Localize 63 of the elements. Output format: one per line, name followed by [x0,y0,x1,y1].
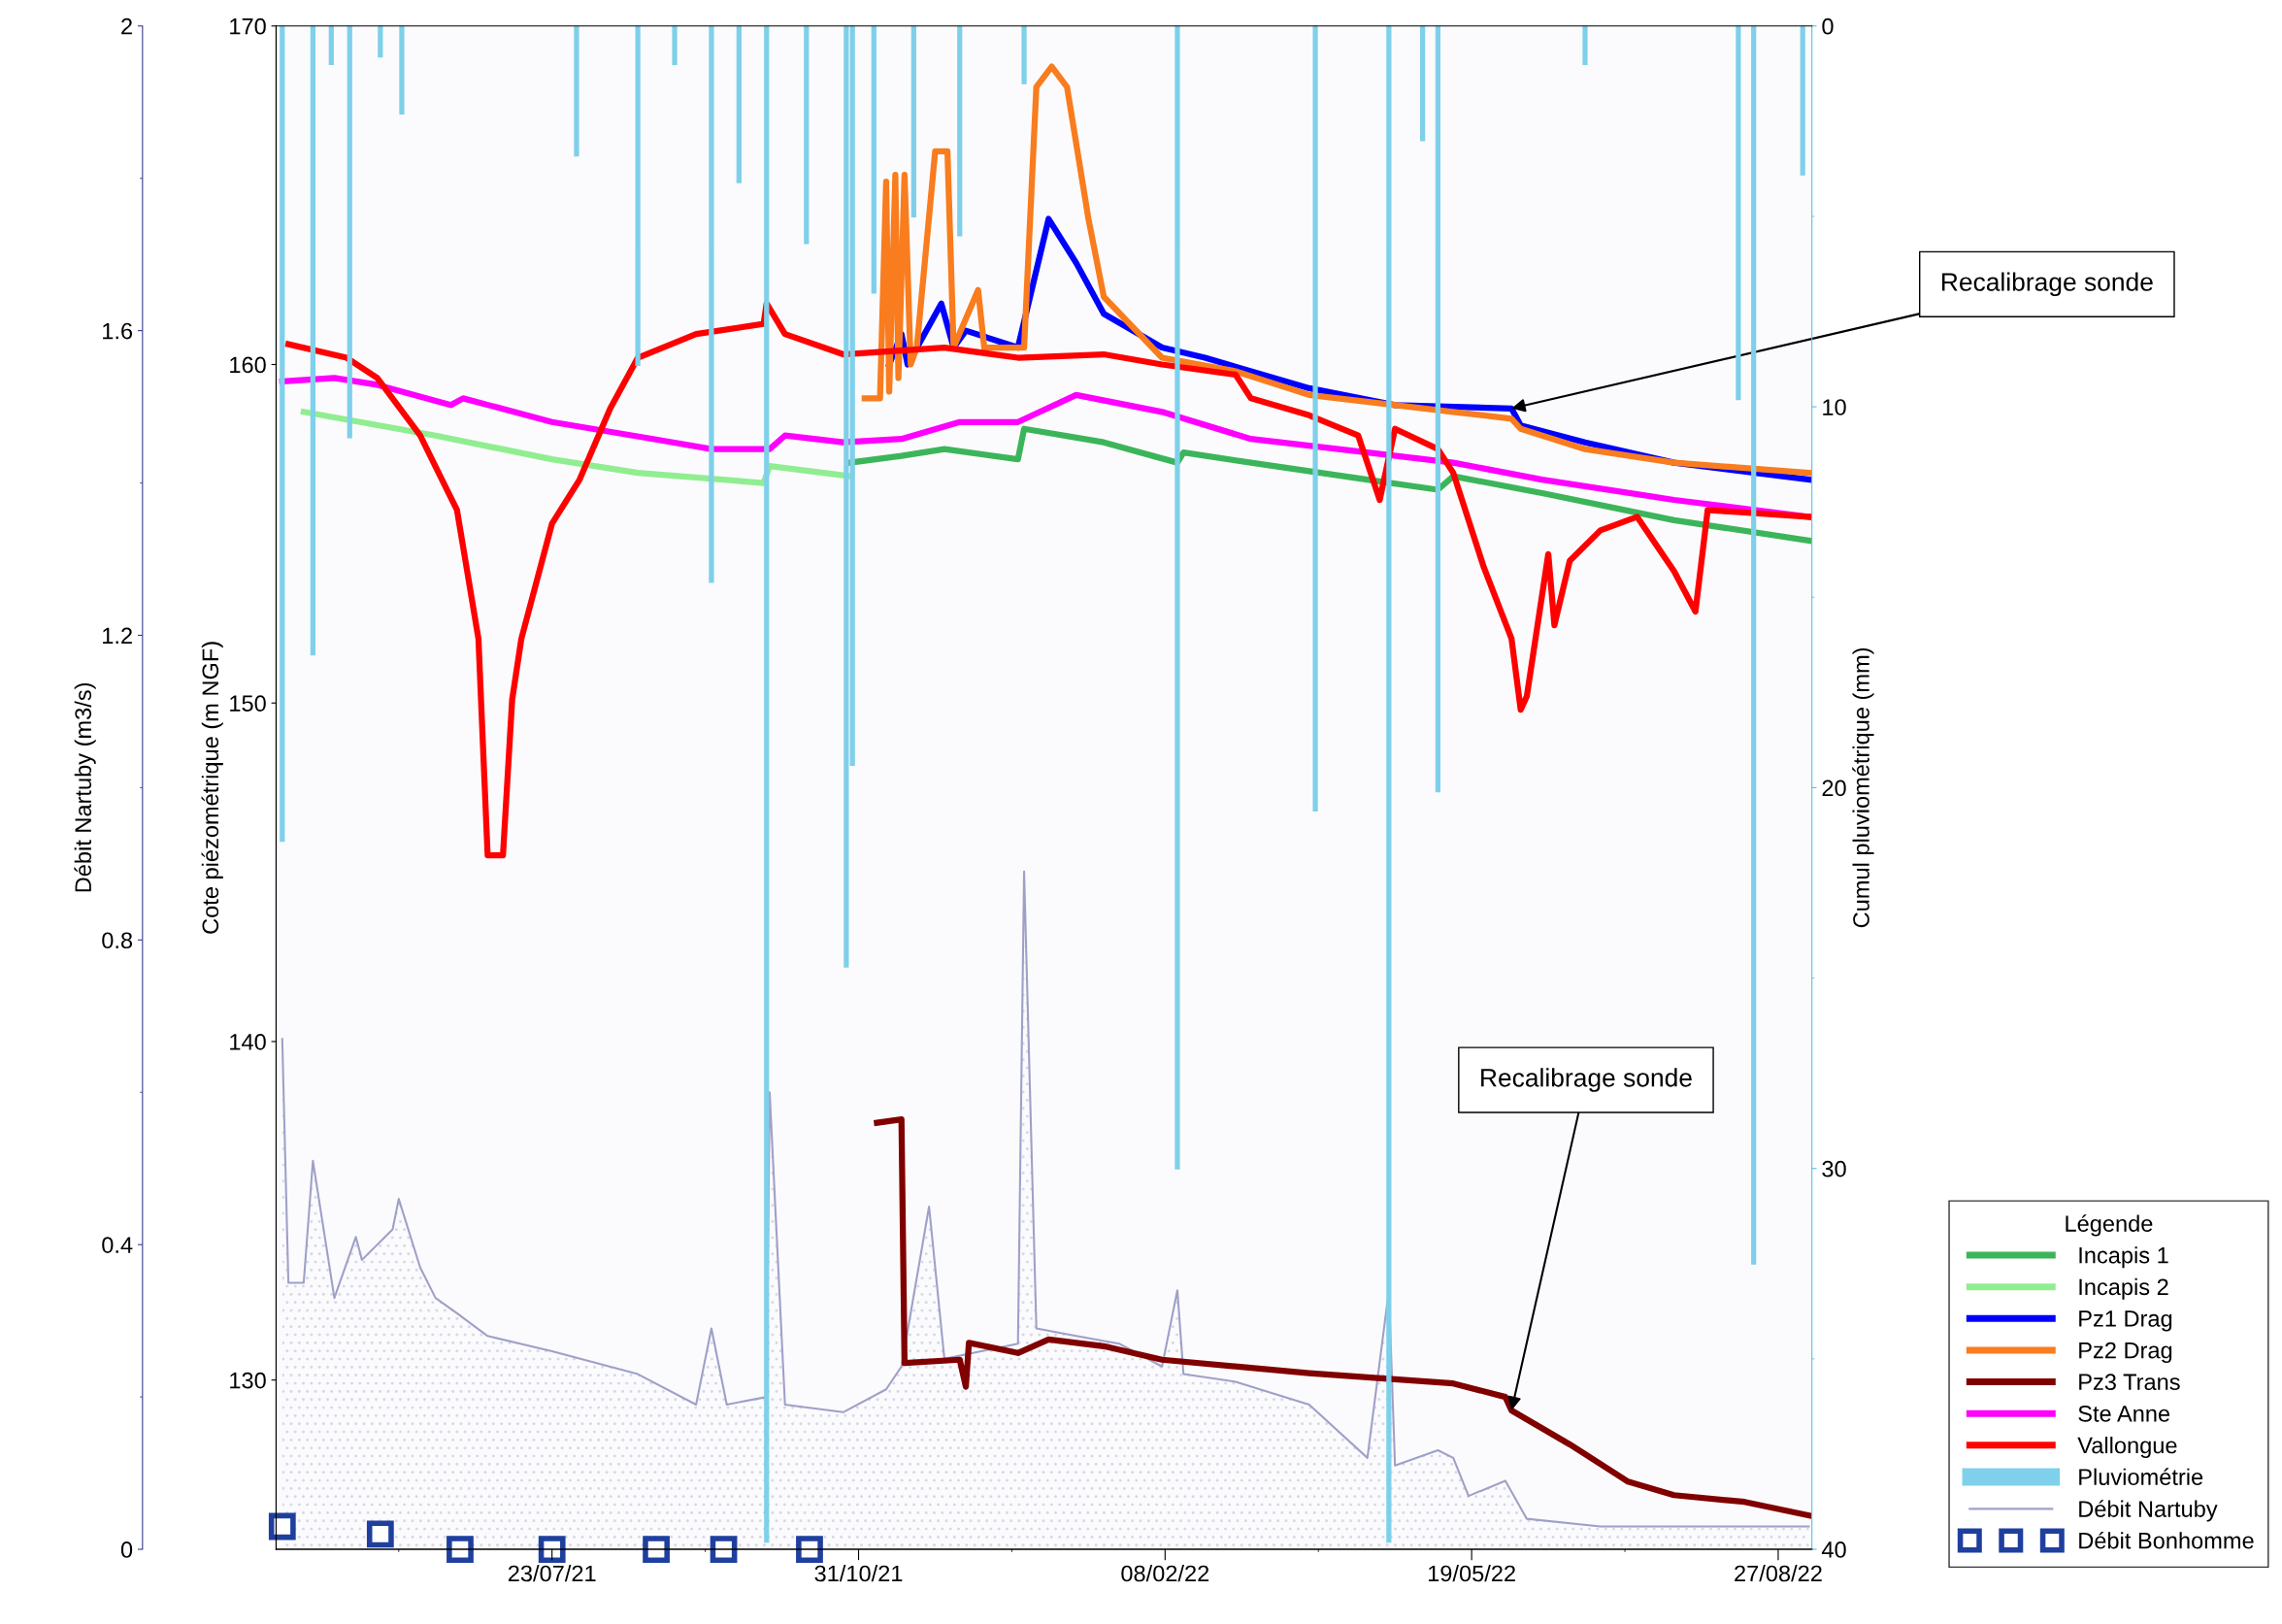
y2-axis-title: Débit Nartuby (m3/s) [74,682,96,892]
legend-label: Pz1 Drag [2079,1310,2172,1332]
y-tick-label: 150 [230,695,266,713]
bar [1419,25,1426,142]
x-tick-label: 23/07/21 [508,1565,596,1582]
legend-label: Incapis 1 [2079,1246,2168,1269]
y-tick-label: 130 [230,1372,266,1389]
annotation: Recalibrage sonde [1941,272,2153,297]
y2-tick-label: 0.8 [102,932,133,949]
bar [347,25,352,439]
bar [804,25,810,245]
legend-label: Pz2 Drag [2079,1342,2172,1364]
bar [910,25,916,217]
annotation: Recalibrage sonde [1481,1068,1692,1092]
bar [1312,25,1318,812]
y-tick-label: 170 [230,17,266,35]
legend-label: Débit Nartuby [2079,1500,2218,1522]
bar [672,25,678,66]
y2-tick-label: 0.4 [102,1237,133,1253]
x-tick-label: 31/10/21 [814,1565,903,1582]
legend-label: Incapis 2 [2079,1277,2168,1300]
y3-tick-label: 20 [1822,779,1846,797]
y3-axis-title: Cumul pluviométrique (mm) [1852,647,1874,928]
legend-label: Pluviométrie [2079,1468,2203,1485]
bar [1386,25,1392,1543]
y2-tick-label: 1.2 [103,627,132,645]
bar [635,25,641,366]
y3-tick-label: 0 [1822,17,1834,35]
legend-label: Ste Anne [2078,1405,2170,1422]
bar [310,25,315,656]
bar [1800,25,1805,176]
bar [1582,25,1588,66]
bar [1021,25,1027,84]
bar [378,25,383,58]
bar [709,25,714,583]
bar [736,25,742,183]
bar [871,25,876,294]
legend-label: Vallongue [2077,1436,2177,1458]
bar [280,25,285,843]
legend-label: Débit Bonhomme [2079,1531,2254,1549]
bar [957,25,963,237]
y-tick-label: 140 [230,1034,266,1050]
x-tick-label: 19/05/22 [1428,1565,1515,1582]
y2-tick-label: 0 [120,1541,133,1558]
y3-tick-label: 40 [1821,1541,1846,1558]
bar [1435,25,1441,793]
bar [1736,25,1741,401]
y-tick-label: 160 [230,356,266,374]
legend-label: Pz3 Trans [2079,1374,2180,1391]
bar [574,25,579,157]
bar [399,25,405,116]
bar [1174,25,1180,1170]
y2-tick-label: 1.6 [103,322,133,340]
y3-tick-label: 10 [1823,399,1846,415]
y2-tick-label: 2 [121,17,132,35]
x-tick-label: 27/08/22 [1735,1565,1822,1582]
y-axis-title: Cote piézométrique (m NGF) [201,642,223,934]
legend-title: Légende [2066,1214,2153,1237]
x-tick-label: 08/02/22 [1121,1565,1209,1582]
bar [328,25,334,66]
y3-tick-label: 30 [1822,1160,1846,1177]
bar [1751,25,1757,1265]
bar [764,25,770,1543]
